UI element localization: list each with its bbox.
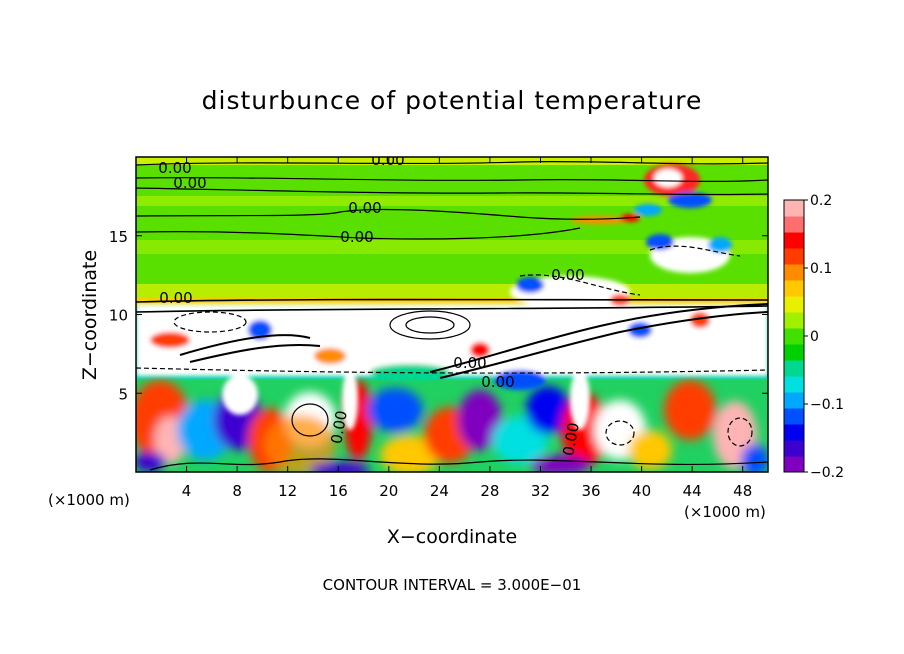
colorbar-segment xyxy=(784,456,804,473)
tropopause-band xyxy=(136,298,768,306)
x-tick-label: 36 xyxy=(581,482,600,500)
colorbar-segment xyxy=(784,344,804,361)
colorbar-segment xyxy=(784,248,804,265)
x-axis: 4 8 12 16 20 24 28 32 36 40 44 48 xyxy=(182,157,752,500)
contour-labels: 0.000.000.000.000.000.000.000.000.000.00… xyxy=(158,151,584,457)
colorbar-segment xyxy=(784,264,804,281)
contour-label: 0.00 xyxy=(159,289,192,307)
colorbar-segment xyxy=(784,376,804,393)
x-unit-left: (×1000 m) xyxy=(48,491,130,509)
z-tick-label: 5 xyxy=(118,385,128,403)
colorbar-segment xyxy=(784,408,804,425)
contour-label: 0.00 xyxy=(173,174,206,192)
x-tick-label: 16 xyxy=(329,482,348,500)
colorbar-segment xyxy=(784,360,804,377)
contour-label: 0.00 xyxy=(559,421,583,457)
colorbar-segment xyxy=(784,200,804,217)
colorbar-tick-label: −0.1 xyxy=(810,397,844,413)
contour-interval-note: CONTOUR INTERVAL = 3.000E−01 xyxy=(322,576,582,594)
contour-label: 0.00 xyxy=(340,228,373,246)
x-axis-label: X−coordinate xyxy=(386,526,518,548)
colorbar-tick-label: −0.2 xyxy=(810,465,844,481)
colorbar: 0.2 0.1 0 −0.1 −0.2 xyxy=(783,193,844,481)
z-tick-label: 15 xyxy=(109,228,128,246)
contour-label: 0.00 xyxy=(481,373,514,391)
colorbar-tick-label: 0 xyxy=(810,329,819,345)
colorbar-segment xyxy=(784,392,804,409)
colorbar-segment xyxy=(784,296,804,313)
colorbar-segment xyxy=(784,424,804,441)
contour-label: 0.00 xyxy=(327,409,351,445)
x-tick-label: 32 xyxy=(531,482,550,500)
yellow-band-1 xyxy=(136,196,768,206)
colorbar-segment xyxy=(784,328,804,345)
contour-label: 0.00 xyxy=(371,151,404,169)
chart-title: disturbunce of potential temperature xyxy=(201,86,703,115)
x-tick-label: 20 xyxy=(379,482,398,500)
x-tick-label: 8 xyxy=(232,482,242,500)
x-tick-label: 4 xyxy=(182,482,192,500)
colorbar-segment xyxy=(784,440,804,457)
contour-label: 0.00 xyxy=(158,159,191,177)
colorbar-tick-label: 0.2 xyxy=(810,193,832,209)
contour-lines xyxy=(136,160,768,471)
x-tick-label: 28 xyxy=(480,482,499,500)
heatmap-field: 0.000.000.000.000.000.000.000.000.000.00… xyxy=(136,151,768,472)
colorbar-segment xyxy=(784,280,804,297)
z-axis: 5 10 15 xyxy=(109,228,768,403)
colorbar-segment xyxy=(784,312,804,329)
x-tick-label: 48 xyxy=(733,482,752,500)
colorbar-segment xyxy=(784,232,804,249)
colorbar-segment xyxy=(784,216,804,233)
lower-convective-cells xyxy=(136,380,768,472)
x-tick-label: 44 xyxy=(683,482,702,500)
contour-label: 0.00 xyxy=(348,199,381,217)
yellow-band-2 xyxy=(136,240,768,254)
colorbar-tick-label: 0.1 xyxy=(810,261,832,277)
x-tick-label: 40 xyxy=(632,482,651,500)
x-unit-right: (×1000 m) xyxy=(684,503,766,521)
x-tick-label: 12 xyxy=(278,482,297,500)
z-tick-label: 10 xyxy=(109,307,128,325)
contour-label: 0.00 xyxy=(453,354,486,372)
contour-label: 0.00 xyxy=(551,266,584,284)
y-axis-label: Z−coordinate xyxy=(79,249,101,381)
x-tick-label: 24 xyxy=(430,482,449,500)
top-band xyxy=(136,157,768,165)
